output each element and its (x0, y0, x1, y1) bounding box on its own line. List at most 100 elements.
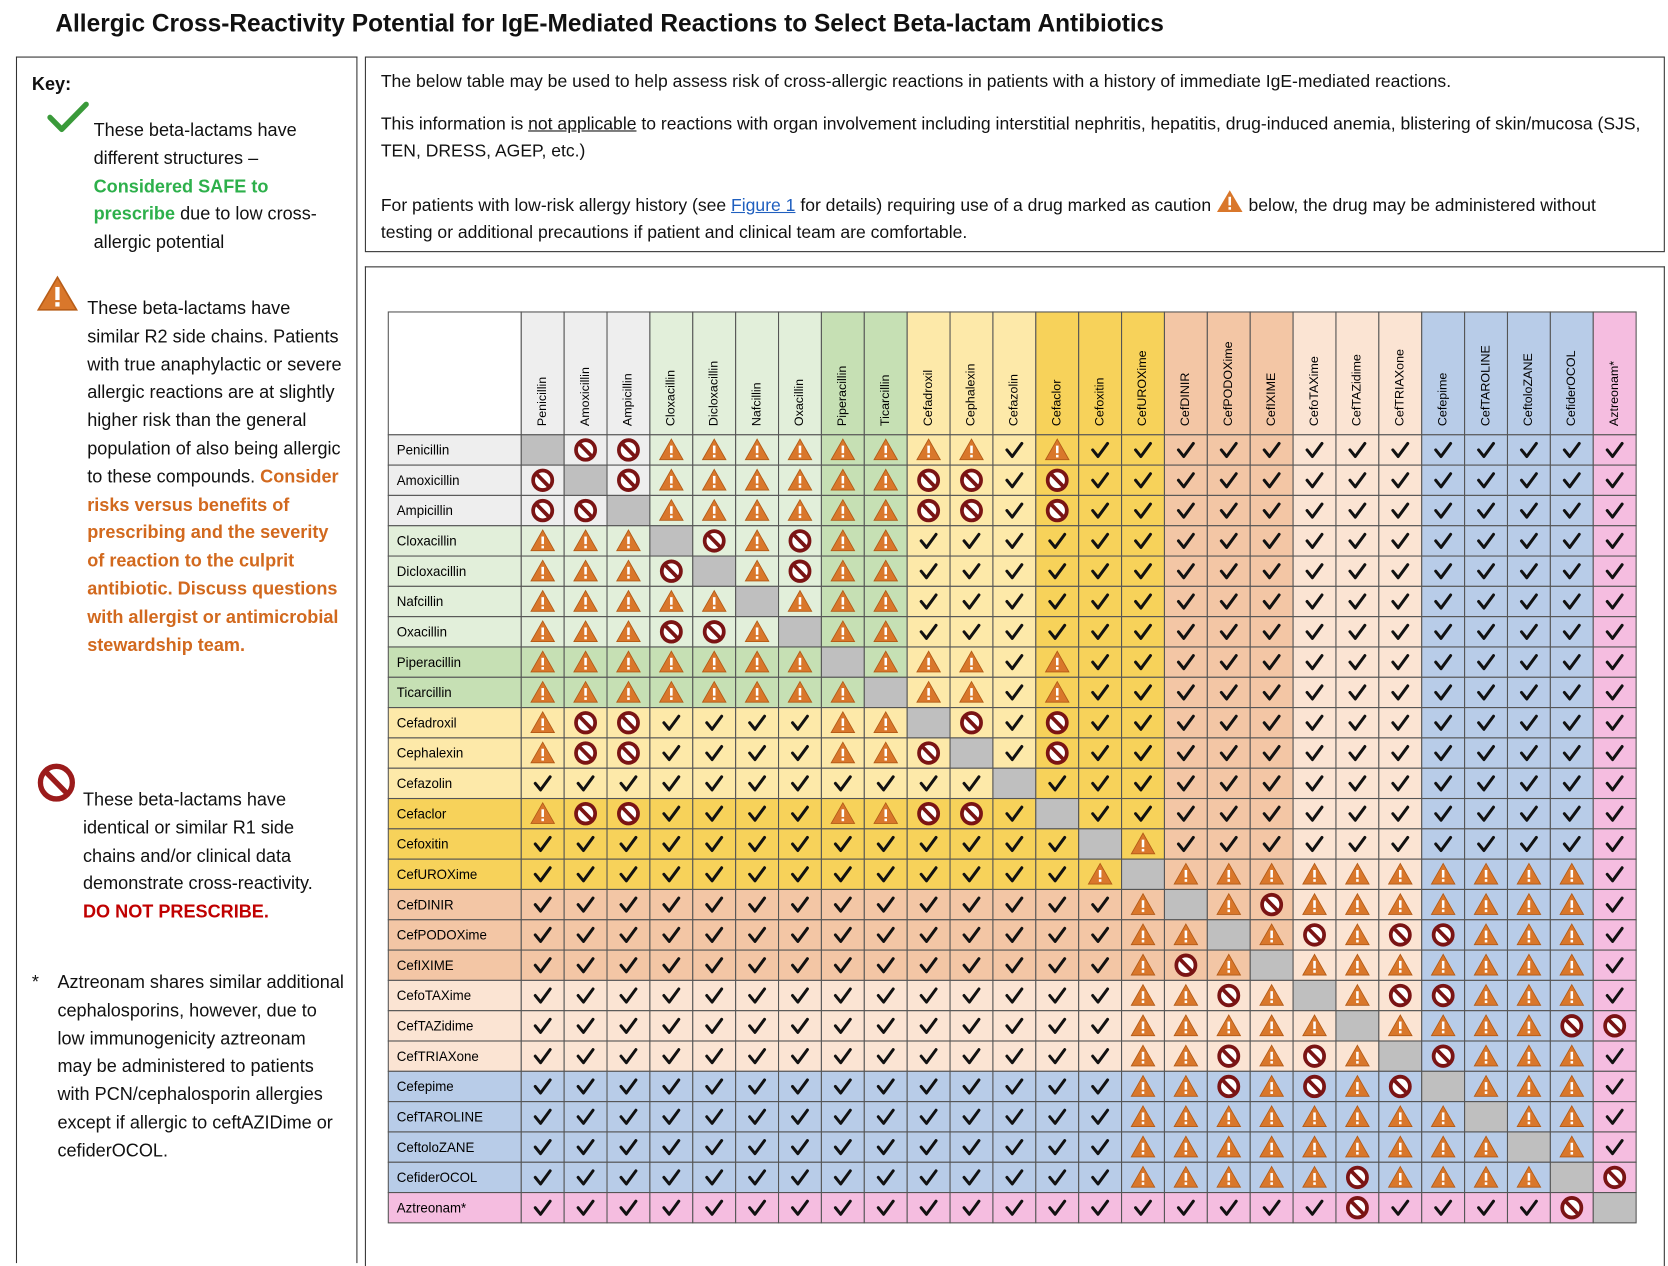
cell-bg (1421, 525, 1466, 557)
cell-bg (1163, 676, 1208, 709)
cell (1592, 1070, 1637, 1103)
cell (820, 707, 865, 739)
cell-bg (1592, 494, 1637, 527)
cell (778, 1101, 822, 1133)
safe-check (1305, 714, 1324, 731)
safe-check (1091, 532, 1110, 549)
cell-bg (649, 1010, 694, 1042)
cell (1292, 767, 1337, 800)
caution-bang (1484, 900, 1488, 908)
safe-check (1605, 502, 1624, 519)
cell (1292, 797, 1337, 830)
cell (1035, 434, 1080, 466)
cell-bg (649, 1070, 694, 1103)
cell (863, 616, 908, 648)
cell (1249, 1161, 1294, 1194)
safe-check (962, 1199, 981, 1216)
safe-check (1262, 472, 1281, 489)
safe-check (1391, 502, 1410, 519)
row-header: Oxacillin (397, 624, 447, 639)
cell (778, 888, 822, 921)
cell (520, 888, 565, 921)
safe-check (1605, 593, 1624, 610)
caution-bang (884, 506, 888, 514)
caution-dot (841, 606, 845, 610)
safe-check (833, 775, 852, 792)
cell-bg (1206, 797, 1251, 830)
cell-bg (906, 1101, 951, 1133)
cell-bg (1592, 828, 1637, 860)
safe-check (705, 805, 724, 822)
cell (778, 858, 822, 891)
safe-check (1434, 745, 1453, 762)
cell (1249, 828, 1294, 860)
caution-bang (1356, 1112, 1359, 1121)
cell-bg (1292, 434, 1337, 466)
caution-dot (584, 545, 587, 549)
cell (1249, 555, 1294, 587)
caution-bang (841, 718, 845, 727)
caution-dot (1313, 970, 1316, 973)
caution-dot (1141, 848, 1145, 852)
caution-dot (1356, 879, 1359, 882)
cell (1549, 676, 1594, 709)
safe-check (791, 1017, 809, 1034)
cell-bg (563, 1161, 608, 1194)
cell-bg (1292, 979, 1337, 1012)
safe-check (962, 987, 981, 1004)
safe-check (533, 926, 552, 943)
caution-dot (1441, 1182, 1445, 1185)
caution-dot (712, 697, 716, 700)
cell (820, 494, 865, 527)
cell-bg (1249, 494, 1294, 527)
cell (820, 1161, 865, 1194)
cell (992, 1101, 1037, 1133)
cell (1592, 555, 1637, 587)
caution-dot (1313, 909, 1316, 913)
cell-bg (1549, 616, 1594, 648)
safe-check (576, 1139, 595, 1156)
avoid-slash (1177, 957, 1194, 974)
cell (1292, 1101, 1337, 1133)
figure-link[interactable]: Figure 1 (731, 195, 796, 216)
cell-bg (1121, 434, 1165, 466)
safe-check (1176, 532, 1195, 549)
cell (906, 1070, 951, 1103)
safe-check (876, 957, 895, 974)
caution-dot (541, 636, 544, 640)
cell-bg (1035, 888, 1080, 921)
cell-bg (692, 1040, 737, 1072)
caution-bang (884, 718, 888, 727)
cell-bg (520, 767, 565, 800)
cell (1163, 1161, 1208, 1194)
row-header: Cloxacillin (397, 533, 457, 548)
safe-check (919, 593, 938, 610)
cell (1378, 737, 1423, 769)
avoid-slash (920, 502, 937, 519)
cell (992, 1040, 1037, 1072)
safe-check (533, 1017, 552, 1034)
cell-bg (1163, 707, 1208, 739)
caution-dot (884, 667, 888, 670)
cell (1206, 616, 1251, 648)
cell-bg (1292, 828, 1337, 860)
safe-check (1048, 532, 1067, 549)
safe-check (1605, 472, 1624, 489)
cell (649, 1070, 694, 1103)
caution-bang (1570, 900, 1574, 908)
cell (1078, 1101, 1123, 1133)
cell-bg (1035, 1192, 1080, 1224)
cell-bg (1078, 1040, 1123, 1072)
cell (1421, 707, 1466, 739)
cell-bg (820, 1131, 865, 1163)
caution-dot (1270, 879, 1273, 882)
cell (735, 949, 780, 981)
cell-bg (949, 919, 994, 951)
safe-check (1605, 745, 1624, 762)
cell (606, 949, 651, 981)
cell (778, 1131, 822, 1163)
caution-dot (798, 454, 802, 458)
cell-bg (1035, 555, 1080, 587)
cell (1292, 464, 1337, 496)
row-header: CefTAROLINE (397, 1109, 483, 1124)
